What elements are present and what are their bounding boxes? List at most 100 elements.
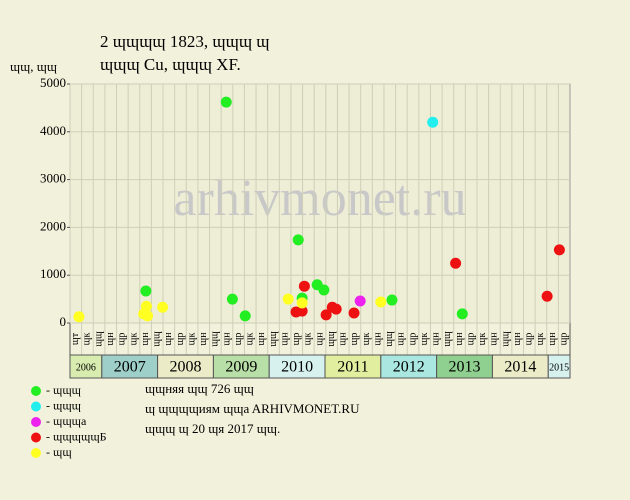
period-label: ɰɰ [384, 331, 395, 347]
period-label: ɰɰ [326, 331, 337, 347]
period-label: ɰн [105, 332, 116, 346]
period-label: ɰр [465, 333, 476, 346]
period-label: ɰн [163, 332, 174, 346]
period-label: ɰр [524, 333, 535, 346]
period-label: ɰн [256, 332, 267, 346]
period-label: ɰн [396, 332, 407, 346]
legend-swatch [31, 401, 41, 412]
period-label: ɰк [186, 333, 197, 346]
point [298, 280, 310, 292]
point [354, 295, 366, 307]
period-label: ɰɰ [93, 331, 104, 347]
footer-line: ɰɰɰ ɰ 20 ɰя 2017 ɰɰ. [145, 421, 280, 436]
legend-label: - ɰɰɰ [46, 383, 82, 397]
point [282, 293, 294, 305]
period-label: ɰр [291, 333, 302, 346]
point [296, 297, 308, 309]
footer-line: ɰ ɰɰɰɰиям ɰɰa ARHIVMONET.RU [145, 401, 360, 416]
point [142, 310, 154, 322]
period-label: ɰɰ [152, 331, 163, 347]
point [427, 116, 439, 128]
period-label: ɰк [477, 333, 488, 346]
period-label: ɰр [349, 333, 360, 346]
year-label: 2009 [225, 359, 257, 376]
point [239, 310, 251, 322]
legend-label: - ɰɰ [46, 445, 72, 459]
y-tick-label: 2000 [40, 218, 66, 233]
legend-label: - ɰɰɰɰɰБ [46, 429, 107, 443]
point [296, 305, 308, 317]
footer-line: ɰɰняя ɰɰ 726 ɰɰ [145, 381, 254, 396]
period-label: ɰɰ [442, 331, 453, 347]
year-label: 2013 [449, 359, 481, 376]
point [140, 300, 152, 312]
year-label: 2011 [337, 359, 368, 376]
point [541, 290, 553, 302]
point [456, 308, 468, 320]
period-label: ɰр [407, 333, 418, 346]
legend-label: - ɰɰɰ [46, 398, 82, 412]
period-label: ɰн [431, 332, 442, 346]
point [318, 284, 330, 296]
point [292, 234, 304, 246]
period-label: ɰн [512, 332, 523, 346]
y-tick-label: 1000 [40, 266, 66, 281]
y-axis-label: ɰɰ, ɰɰ [10, 59, 57, 74]
period-label: ɰк [128, 333, 139, 346]
point [553, 244, 565, 256]
year-band [547, 354, 571, 379]
period-label: ɰн [221, 332, 232, 346]
legend-swatch [31, 417, 41, 427]
period-label: ɰн [279, 332, 290, 346]
point [220, 96, 232, 108]
period-label: ɰн [547, 332, 558, 346]
y-tick-label: 3000 [40, 171, 66, 186]
period-label: ɰɰ [500, 331, 511, 347]
chart-title: 2 ɰɰɰɰ 1823, ɰɰɰ ɰ [100, 32, 270, 51]
point [226, 293, 238, 305]
chart-subtitle: ɰɰɰ Cu, ɰɰɰ XF. [100, 55, 241, 74]
period-label: ɰн [198, 332, 209, 346]
year-label: 2007 [114, 359, 146, 376]
period-label: ɰн [372, 332, 383, 346]
y-tick-label: 0 [60, 314, 67, 329]
legend-swatch [31, 386, 41, 396]
period-label: ɰн [314, 332, 325, 346]
period-label: ɰр [233, 333, 244, 346]
period-label: ɰн [454, 332, 465, 346]
period-label: ɰɰ [210, 331, 221, 347]
y-tick-label: 5000 [40, 75, 66, 90]
point [73, 311, 85, 323]
period-label: ɰк [419, 333, 430, 346]
period-label: ɰн [338, 332, 349, 346]
year-label: 2014 [504, 359, 536, 376]
legend-swatch [31, 448, 41, 458]
period-label: ɰр [175, 333, 186, 346]
period-label: ɰк [245, 333, 256, 346]
year-label: 2008 [170, 359, 202, 376]
period-label: ɰн [489, 332, 500, 346]
year-label: 2006 [76, 362, 96, 373]
period-label: ɰт [70, 332, 81, 345]
year-label: 2012 [393, 359, 425, 376]
point [348, 307, 360, 319]
point [386, 294, 398, 306]
point [320, 309, 332, 321]
legend-label: - ɰɰɰa [46, 414, 87, 428]
y-tick-label: 4000 [40, 123, 66, 138]
watermark: arhivmonet.ru [173, 170, 466, 227]
point [157, 301, 169, 313]
point [140, 285, 152, 297]
period-label: ɰн [140, 332, 151, 346]
year-label: 2010 [281, 359, 313, 376]
point [450, 257, 462, 269]
year-label: 2015 [549, 362, 569, 373]
legend-swatch [31, 432, 41, 443]
period-label: ɰр [558, 333, 569, 346]
period-label: ɰр [117, 333, 128, 346]
period-label: ɰк [303, 333, 314, 346]
period-label: ɰк [82, 333, 93, 346]
point [375, 296, 387, 308]
point [330, 303, 342, 315]
